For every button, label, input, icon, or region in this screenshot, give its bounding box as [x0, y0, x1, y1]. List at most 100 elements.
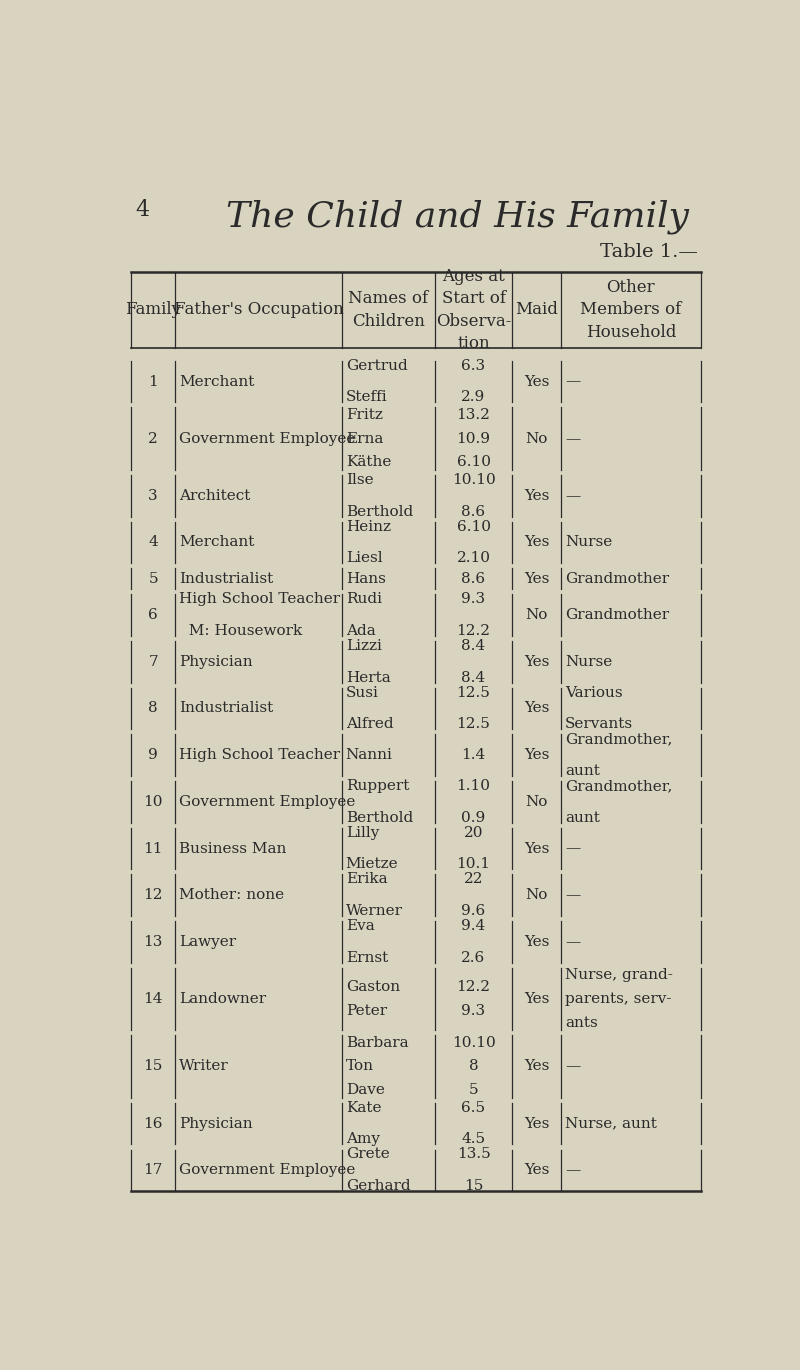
Text: Alfred: Alfred — [346, 718, 394, 732]
Text: 9.4: 9.4 — [462, 919, 486, 933]
Text: Merchant: Merchant — [179, 374, 254, 389]
Text: —: — — [565, 934, 580, 949]
Text: Business Man: Business Man — [179, 841, 286, 855]
Text: Ada: Ada — [346, 623, 375, 638]
Text: Physician: Physician — [179, 655, 253, 669]
Text: Yes: Yes — [524, 701, 550, 715]
Text: Lilly: Lilly — [346, 826, 379, 840]
Text: 7: 7 — [148, 655, 158, 669]
Text: Yes: Yes — [524, 992, 550, 1006]
Text: Grandmother: Grandmother — [565, 571, 669, 586]
Text: ants: ants — [565, 1015, 598, 1030]
Text: The Child and His Family: The Child and His Family — [226, 199, 689, 233]
Text: Heinz: Heinz — [346, 519, 390, 534]
Text: Family: Family — [125, 301, 181, 318]
Text: Maid: Maid — [515, 301, 558, 318]
Text: 12.5: 12.5 — [457, 685, 490, 700]
Text: High School Teacher: High School Teacher — [179, 592, 340, 607]
Text: Names of
Children: Names of Children — [348, 290, 428, 330]
Text: Physician: Physician — [179, 1117, 253, 1130]
Text: Steffi: Steffi — [346, 390, 387, 404]
Text: Fritz: Fritz — [346, 408, 382, 422]
Text: 11: 11 — [143, 841, 163, 855]
Text: Käthe: Käthe — [346, 455, 391, 470]
Text: Yes: Yes — [524, 489, 550, 503]
Text: 2.9: 2.9 — [462, 390, 486, 404]
Text: 9: 9 — [148, 748, 158, 762]
Text: Susi: Susi — [346, 685, 378, 700]
Text: Erika: Erika — [346, 873, 387, 886]
Text: 5: 5 — [469, 1084, 478, 1097]
Text: No: No — [526, 432, 548, 445]
Text: —: — — [565, 1059, 580, 1074]
Text: 6.3: 6.3 — [462, 359, 486, 373]
Text: Mother: none: Mother: none — [179, 888, 284, 903]
Text: Werner: Werner — [346, 904, 402, 918]
Text: Liesl: Liesl — [346, 551, 382, 566]
Text: 1: 1 — [148, 374, 158, 389]
Text: aunt: aunt — [565, 764, 600, 778]
Text: 10.1: 10.1 — [457, 858, 490, 871]
Text: Other
Members of
Household: Other Members of Household — [580, 279, 682, 341]
Text: Merchant: Merchant — [179, 536, 254, 549]
Text: Rudi: Rudi — [346, 592, 382, 607]
Text: Government Employee: Government Employee — [179, 1163, 355, 1177]
Text: Grandmother,: Grandmother, — [565, 733, 672, 747]
Text: 1.4: 1.4 — [462, 748, 486, 762]
Text: 0.9: 0.9 — [462, 811, 486, 825]
Text: 2.10: 2.10 — [457, 551, 490, 566]
Text: Barbara: Barbara — [346, 1036, 408, 1049]
Text: Government Employee: Government Employee — [179, 795, 355, 808]
Text: parents, serv-: parents, serv- — [565, 992, 671, 1006]
Text: 3: 3 — [148, 489, 158, 503]
Text: Yes: Yes — [524, 374, 550, 389]
Text: 6: 6 — [148, 608, 158, 622]
Text: Yes: Yes — [524, 1163, 550, 1177]
Text: 8.4: 8.4 — [462, 638, 486, 653]
Text: Herta: Herta — [346, 670, 390, 685]
Text: Berthold: Berthold — [346, 504, 413, 518]
Text: 17: 17 — [143, 1163, 162, 1177]
Text: 9.3: 9.3 — [462, 592, 486, 607]
Text: Nurse, aunt: Nurse, aunt — [565, 1117, 657, 1130]
Text: No: No — [526, 608, 548, 622]
Text: Government Employee: Government Employee — [179, 432, 355, 445]
Text: Nanni: Nanni — [346, 748, 393, 762]
Text: 9.3: 9.3 — [462, 1004, 486, 1018]
Text: Yes: Yes — [524, 655, 550, 669]
Text: Ernst: Ernst — [346, 951, 388, 964]
Text: 12.2: 12.2 — [457, 623, 490, 638]
Text: Father's Occupation: Father's Occupation — [174, 301, 343, 318]
Text: 13.2: 13.2 — [457, 408, 490, 422]
Text: —: — — [565, 841, 580, 855]
Text: 4: 4 — [148, 536, 158, 549]
Text: —: — — [565, 489, 580, 503]
Text: 14: 14 — [143, 992, 163, 1006]
Text: —: — — [565, 888, 580, 903]
Text: 6.5: 6.5 — [462, 1100, 486, 1115]
Text: Eva: Eva — [346, 919, 374, 933]
Text: Yes: Yes — [524, 536, 550, 549]
Text: 16: 16 — [143, 1117, 163, 1130]
Text: Yes: Yes — [524, 571, 550, 586]
Text: Berthold: Berthold — [346, 811, 413, 825]
Text: 4: 4 — [135, 199, 149, 221]
Text: Nurse: Nurse — [565, 655, 612, 669]
Text: Lizzi: Lizzi — [346, 638, 382, 653]
Text: 20: 20 — [464, 826, 483, 840]
Text: Grandmother,: Grandmother, — [565, 780, 672, 793]
Text: 9.6: 9.6 — [462, 904, 486, 918]
Text: Kate: Kate — [346, 1100, 381, 1115]
Text: Nurse: Nurse — [565, 536, 612, 549]
Text: Yes: Yes — [524, 934, 550, 949]
Text: 2: 2 — [148, 432, 158, 445]
Text: M: Housework: M: Housework — [179, 623, 302, 638]
Text: —: — — [565, 1163, 580, 1177]
Text: Nurse, grand-: Nurse, grand- — [565, 969, 673, 982]
Text: Gertrud: Gertrud — [346, 359, 407, 373]
Text: No: No — [526, 795, 548, 808]
Text: 8.6: 8.6 — [462, 504, 486, 518]
Text: 1.10: 1.10 — [457, 780, 490, 793]
Text: Hans: Hans — [346, 571, 386, 586]
Text: 15: 15 — [143, 1059, 162, 1074]
